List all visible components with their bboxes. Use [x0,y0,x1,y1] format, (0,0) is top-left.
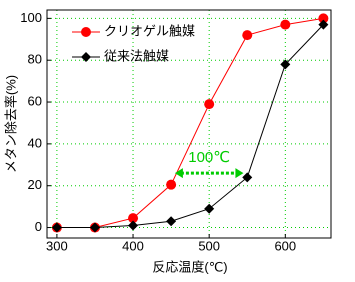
marker [242,30,253,41]
y-tick-label: 100 [20,10,42,25]
x-axis-label: 反応温度(℃) [152,259,227,274]
marker [128,220,139,231]
arrow-head [235,168,244,179]
y-tick-label: 80 [28,52,42,67]
series-line [56,24,324,229]
x-tick-label: 600 [274,238,296,253]
y-tick-label: 0 [35,219,42,234]
marker [128,213,139,224]
marker [318,13,329,24]
marker [51,222,62,233]
legend-label: クリオゲル触媒 [104,23,195,38]
marker [242,172,253,183]
plot-frame [46,9,332,239]
marker [280,59,291,70]
y-tick-label: 20 [28,177,42,192]
marker [280,19,291,30]
annotation-text: 100℃ [188,149,230,166]
marker [81,27,91,37]
marker [204,99,215,110]
plot-area [47,10,331,238]
marker [166,216,177,227]
x-tick-label: 500 [198,238,220,253]
y-tick-label: 40 [28,135,42,150]
y-tick-label: 60 [28,93,42,108]
marker [166,179,177,190]
x-tick-label: 400 [122,238,144,253]
marker [89,222,100,233]
x-tick-label: 300 [46,238,68,253]
arrow-head [174,168,183,179]
y-axis-label: メタン除去率(%) [3,75,18,173]
marker [318,19,329,30]
legend-label: 従来法触媒 [104,48,169,63]
marker [204,203,215,214]
marker [81,52,91,62]
series-line [56,17,324,229]
